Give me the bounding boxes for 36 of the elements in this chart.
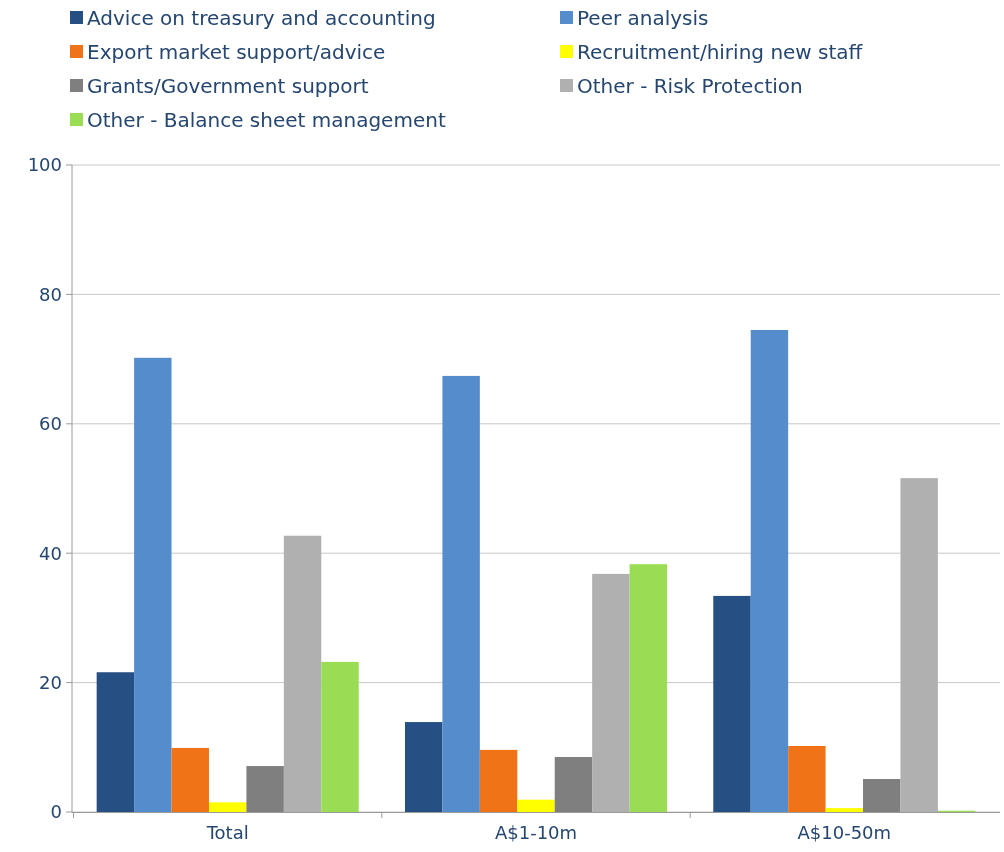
x-tick-label: A$10-50m [797,822,892,843]
y-tick-label: 60 [39,413,62,435]
bar [713,595,751,812]
x-tick-label: A$1-10m [494,822,578,843]
bar [825,808,864,812]
y-tick-label: 100 [27,154,62,176]
bar [321,661,359,812]
legend-label: Other - Risk Protection [577,74,803,98]
legend-label: Advice on treasury and accounting [87,6,436,30]
bar [404,722,443,812]
bar [554,757,593,812]
legend-label: Peer analysis [577,6,709,30]
bar [479,749,518,812]
bar [629,564,668,812]
bar [863,779,901,812]
legend-label: Other - Balance sheet management [87,108,446,132]
bar [517,799,555,812]
bar [96,672,135,812]
legend-label: Grants/Government support [87,74,369,98]
bar [900,478,938,812]
bar [171,747,209,812]
bar [246,766,284,812]
y-tick-label: 40 [39,542,62,564]
bar [442,375,480,812]
y-tick-label: 80 [39,283,62,305]
bar [208,802,247,812]
x-tick-label: Total [205,822,249,843]
bar [283,535,322,812]
legend-label: Recruitment/hiring new staff [577,40,864,64]
bar [592,573,630,812]
bar [750,329,789,812]
legend-label: Export market support/advice [87,40,386,64]
bar [788,746,826,812]
y-tick-label: 20 [39,671,62,693]
bar [134,357,172,812]
y-tick-label: 0 [50,801,62,823]
